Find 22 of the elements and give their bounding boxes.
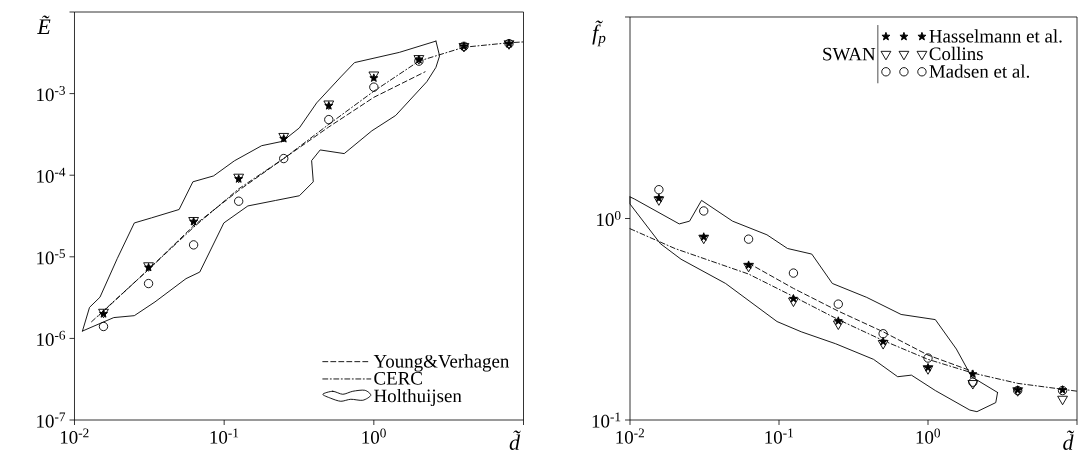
y-tick-label: 10$^{-3}$ [37, 86, 65, 102]
x-tick-label: 10$^{-2}$ [616, 428, 644, 444]
x-tick-label: 10$^{-1}$ [765, 428, 793, 444]
x-tick-label: 10$^{0}$ [916, 428, 941, 444]
legend-label: Young&Verhagen [373, 354, 510, 372]
y-axis-title: f̃$_{p}$ [592, 20, 606, 47]
x-axis-title: d̃ [509, 430, 521, 450]
y-tick-label: 10$^{-6}$ [37, 330, 66, 347]
legend-label: Holthuijsen [374, 388, 462, 407]
legend-label: Hasselmann et al. [929, 29, 1062, 43]
y-axis-title: Ẽ [37, 15, 51, 34]
x-tick-label: 10$^{-1}$ [210, 428, 239, 444]
y-tick-label: 10$^{-7}$ [37, 412, 66, 428]
legend-label: Collins [929, 46, 983, 61]
y-tick-label: 10$^{-4}$ [37, 167, 66, 183]
x-tick-label: 10$^{-2}$ [60, 428, 89, 444]
y-tick-label: 10$^{-5}$ [37, 249, 65, 265]
legend-label: CERC [374, 371, 422, 385]
legend-title: SWAN [823, 47, 876, 61]
x-axis-title: d̃ [1063, 430, 1075, 450]
x-tick-label: 10$^{0}$ [362, 428, 386, 444]
legend-label: Madsen et al. [929, 64, 1030, 78]
